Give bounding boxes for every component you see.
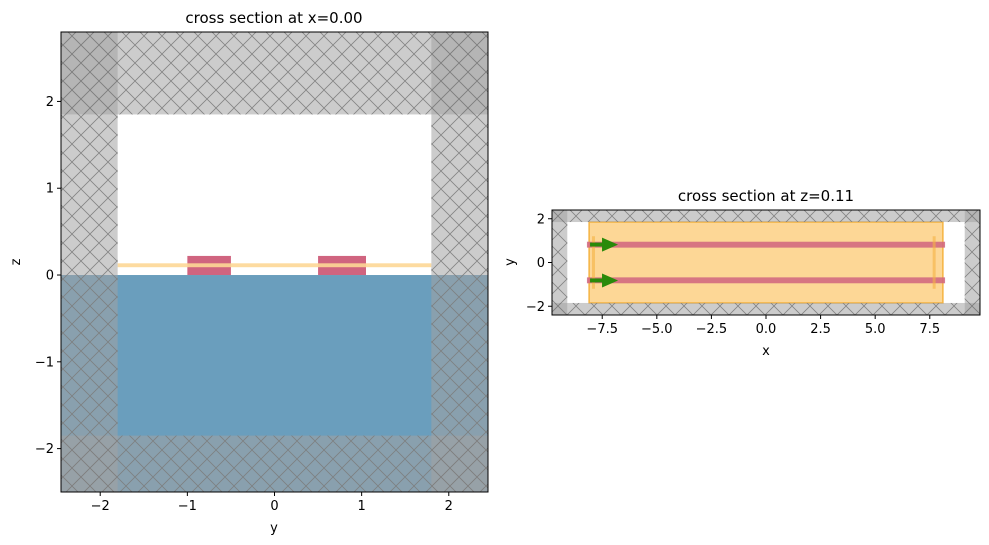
x-tick-label: −5.0 [641,322,673,337]
x-tick-label: 0.0 [756,322,777,337]
pml-hatch [552,210,568,315]
x-tick-label: −2 [91,499,110,514]
y-tick-label: −2 [526,300,545,315]
cross-section-z-panel: −7.5 −5.0 −2.5 0.0 2.5 5.0 7.5 −2 0 2 cross sect… [503,187,981,359]
x-tick-label: 5.0 [865,322,886,337]
x-tick-label: −1 [178,499,197,514]
x-tick-label: 1 [358,499,366,514]
y-tick-label: −2 [35,442,54,457]
x-axis-label: y [270,521,278,536]
pml-hatch [552,210,980,223]
y-axis-label: z [9,258,24,265]
y-tick-label: 0 [537,256,545,271]
y-axis-label: y [503,258,518,266]
x-tick-label: −2.5 [696,322,728,337]
source-arrow-shaft [590,278,605,283]
source-arrow-shaft [590,242,605,247]
pml-hatch [61,435,488,492]
port-plane [932,236,936,289]
x-tick-label: 0 [270,499,278,514]
y-tick-label: 1 [46,182,54,197]
waveguide [586,241,946,248]
x-tick-label: 2 [445,499,453,514]
y-tick-label: 0 [46,269,54,284]
x-tick-label: 7.5 [919,322,940,337]
y-tick-label: −1 [35,355,54,370]
x-tick-label: −7.5 [586,322,618,337]
field-monitor [588,221,944,304]
x-tick-label: 2.5 [810,322,831,337]
y-tick-label: 2 [537,212,545,227]
field-monitor [117,263,432,268]
waveguide [586,277,946,284]
pml-hatch [61,32,488,115]
plot-title: cross section at x=0.00 [185,9,362,27]
pml-hatch [552,302,980,315]
source-arrow-head [602,237,619,252]
x-axis-label: x [762,344,770,359]
pml-hatch [964,210,980,315]
source-arrow-head [602,273,619,288]
port-plane [591,236,595,289]
y-tick-label: 2 [46,95,54,110]
plot-title: cross section at z=0.11 [678,187,854,205]
